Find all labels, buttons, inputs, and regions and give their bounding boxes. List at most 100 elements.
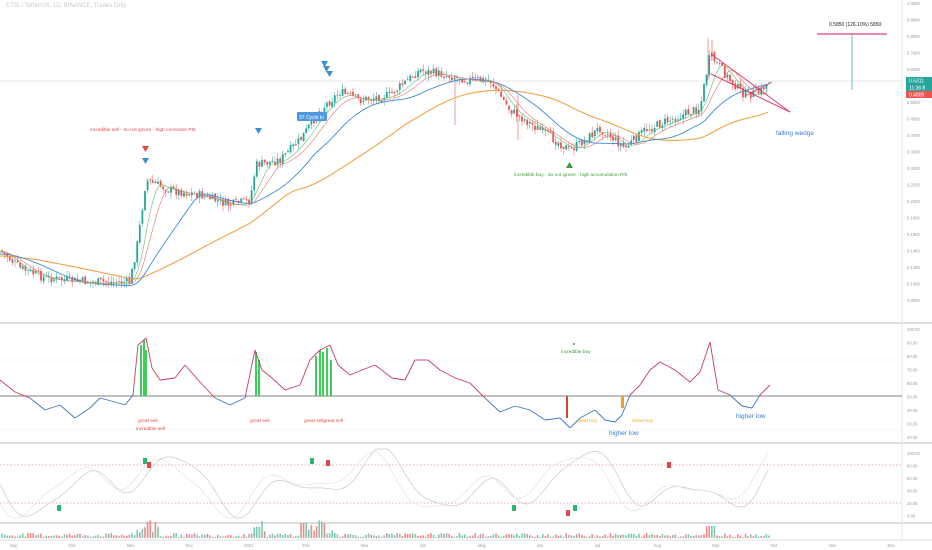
rsi-segment xyxy=(594,409,606,421)
volume-bar xyxy=(331,530,333,538)
ma-price-value: 0.4809 xyxy=(909,93,925,99)
candle xyxy=(76,273,79,283)
volume-bar xyxy=(750,534,752,538)
great-sell-label-1: great sell xyxy=(138,418,157,424)
candle xyxy=(640,127,643,137)
volume-bar xyxy=(341,536,344,538)
candle xyxy=(175,184,178,200)
rsi-signal-bar xyxy=(143,340,145,396)
candle xyxy=(261,155,263,168)
time-axis[interactable]: Sep Oct Nov Dec 2021 Feb Mar Apr May Jun Jul Aug Sep… xyxy=(10,543,895,548)
candle xyxy=(393,91,396,99)
volume-bar xyxy=(35,535,37,538)
volume-bar xyxy=(81,536,84,538)
volume-bar xyxy=(118,535,120,538)
candle xyxy=(448,75,451,83)
candle xyxy=(697,104,700,118)
volume-bar xyxy=(757,536,760,538)
volume-bar xyxy=(245,536,248,538)
volume-bar xyxy=(479,533,482,538)
volume-bar xyxy=(599,536,601,538)
volume-bar xyxy=(253,527,255,538)
volume-bar xyxy=(664,535,666,538)
volume-bar xyxy=(742,536,744,538)
candle xyxy=(630,135,633,147)
rsi-segment xyxy=(717,389,731,396)
candle xyxy=(177,188,180,200)
volume-bar xyxy=(321,521,323,538)
volume-bar xyxy=(347,534,349,538)
volume-bar xyxy=(139,532,141,538)
candle xyxy=(726,72,729,82)
candle xyxy=(300,136,302,141)
volume-bar xyxy=(692,535,695,538)
volume-bar xyxy=(32,533,34,538)
rsi-segment xyxy=(271,377,286,391)
candle xyxy=(430,69,432,79)
volume-bar xyxy=(250,533,253,538)
volume-bar xyxy=(193,533,196,538)
volume-bar xyxy=(601,536,604,538)
sell-marker-icon xyxy=(255,128,262,134)
candle xyxy=(422,64,425,76)
candle xyxy=(42,274,45,285)
volume-bar xyxy=(656,534,658,538)
volume-bar xyxy=(508,534,510,538)
candle xyxy=(328,99,331,108)
candle xyxy=(146,178,149,194)
rsi-great-buy-bar xyxy=(621,396,624,408)
rsi-segment xyxy=(759,384,771,396)
volume-bar xyxy=(230,535,232,538)
volume-bar xyxy=(391,533,393,538)
candle xyxy=(687,104,690,115)
volume-bar xyxy=(1,533,3,538)
rsi-segment xyxy=(559,417,571,429)
volume-bar xyxy=(63,534,66,538)
volume-bar xyxy=(487,536,489,538)
volume-bar xyxy=(146,521,149,538)
stoch-tick-label: 60.00 xyxy=(907,476,918,481)
rsi-segment xyxy=(529,409,546,421)
volume-bar xyxy=(282,534,284,538)
volume-bar xyxy=(458,533,461,538)
volume-bar xyxy=(422,535,424,538)
time-tick-label: Sep xyxy=(10,543,18,548)
volume-bar xyxy=(11,535,14,538)
volume-bar xyxy=(185,533,188,538)
candle xyxy=(456,74,458,84)
candle xyxy=(336,89,339,100)
rsi-segment xyxy=(659,361,676,371)
candle xyxy=(232,199,235,207)
rsi-segment xyxy=(44,404,61,411)
candle xyxy=(201,187,204,199)
candle xyxy=(34,268,37,274)
volume-bar xyxy=(760,535,762,538)
rsi-segment xyxy=(391,377,406,381)
volume-bar xyxy=(300,523,302,538)
rsi-segment xyxy=(579,409,596,419)
volume-bar xyxy=(739,535,742,538)
price-axis[interactable]: 1.00000.90000.80000.70000.60000.55000.50… xyxy=(907,1,920,303)
volume-bar xyxy=(513,535,515,538)
candle xyxy=(391,87,393,94)
cycle-tooltip[interactable] xyxy=(297,112,327,121)
candle xyxy=(372,92,375,106)
volume-bar xyxy=(570,535,573,538)
rsi-segment xyxy=(319,344,331,351)
rsi-segment xyxy=(469,382,486,399)
candle xyxy=(432,64,435,76)
candle xyxy=(547,129,549,135)
rsi-signal-bar xyxy=(326,348,328,396)
candle xyxy=(534,121,536,135)
rsi-segment xyxy=(404,359,416,381)
volume-bar xyxy=(224,535,227,538)
candle xyxy=(692,106,695,116)
volume-bar xyxy=(263,531,266,538)
volume-bar xyxy=(466,536,469,538)
candle xyxy=(604,134,607,138)
candle xyxy=(229,200,232,210)
candle xyxy=(149,178,152,185)
volume-bar xyxy=(310,525,313,538)
stoch-cross-mark xyxy=(147,462,151,468)
